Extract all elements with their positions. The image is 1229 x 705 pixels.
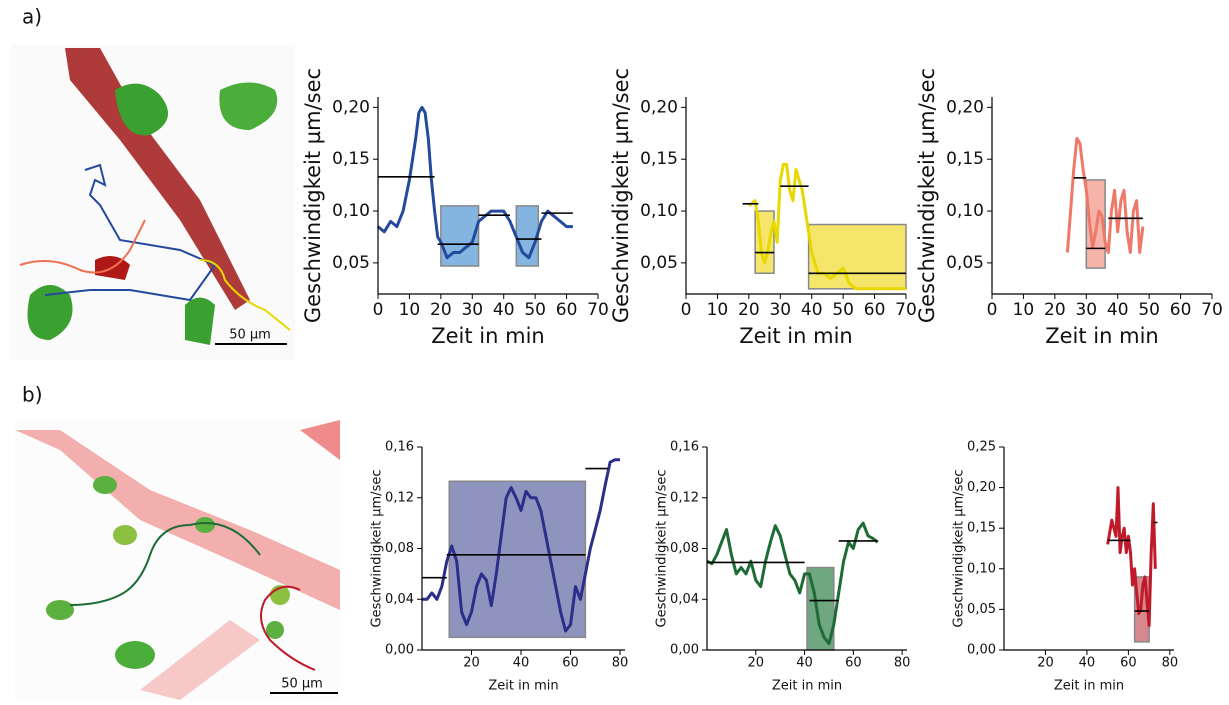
x-tick-label: 60 [556,300,578,320]
y-tick-label: 0,10 [332,201,370,221]
y-tick-label: 0,20 [332,97,370,117]
x-axis-label: Zeit in min [772,679,842,694]
x-tick-label: 60 [562,656,579,671]
y-tick-label: 0,00 [385,643,414,658]
x-tick-label: 50 [832,300,854,320]
y-tick-label: 0,05 [946,253,984,273]
x-tick-label: 30 [1075,300,1097,320]
x-tick-label: 40 [1107,300,1129,320]
x-tick-label: 0 [373,300,384,320]
x-tick-label: 70 [1201,300,1223,320]
y-tick-label: 0,10 [946,201,984,221]
scale-bar-label: 50 µm [281,677,323,692]
y-axis-label: Geschwindigkeit µm/sec [370,470,385,628]
speed-line [422,458,620,633]
panel-label: a) [22,5,42,29]
x-tick-label: 20 [463,656,480,671]
x-tick-label: 80 [612,656,629,671]
y-tick-label: 0,15 [967,521,996,536]
x-tick-label: 20 [1037,656,1054,671]
x-tick-label: 20 [430,300,452,320]
y-tick-label: 0,08 [670,541,699,556]
x-tick-label: 40 [801,300,823,320]
y-axis-label: Geschwindigkeit µm/sec [952,470,967,628]
x-tick-label: 10 [707,300,729,320]
x-tick-label: 70 [895,300,917,320]
speed-line [377,105,573,260]
x-tick-label: 20 [1044,300,1066,320]
y-tick-label: 0,20 [946,97,984,117]
y-tick-label: 0,20 [967,480,996,495]
y-tick-label: 0,04 [385,592,414,607]
x-axis-label: Zeit in min [1045,324,1158,348]
x-tick-label: 50 [1138,300,1160,320]
y-tick-label: 0,10 [967,561,996,576]
y-tick-label: 0,25 [967,440,996,455]
x-axis-label: Zeit in min [1054,679,1124,694]
y-tick-label: 0,08 [385,541,414,556]
x-tick-label: 70 [587,300,609,320]
x-tick-label: 10 [399,300,421,320]
y-tick-label: 0,12 [385,490,414,505]
x-axis-label: Zeit in min [739,324,852,348]
x-tick-label: 0 [681,300,692,320]
x-tick-label: 60 [1170,300,1192,320]
speed-line [1065,137,1145,254]
x-tick-label: 40 [1079,656,1096,671]
x-tick-label: 60 [864,300,886,320]
x-tick-label: 30 [461,300,483,320]
y-axis-label: Geschwindigkeit µm/sec [301,68,325,323]
speed-line [706,521,879,646]
micrograph-b: 50 µm [15,420,340,700]
x-tick-label: 40 [796,656,813,671]
x-tick-label: 60 [845,656,862,671]
x-tick-label: 20 [748,656,765,671]
x-axis-label: Zeit in min [488,679,558,694]
y-tick-label: 0,20 [640,97,678,117]
y-tick-label: 0,05 [640,253,678,273]
x-tick-label: 10 [1013,300,1035,320]
x-tick-label: 40 [493,300,515,320]
panel-label: b) [22,383,43,407]
y-tick-label: 0,04 [670,592,699,607]
y-axis-label: Geschwindigkeit µm/sec [609,68,633,323]
micrograph-a: 50 µm [10,45,295,360]
x-tick-label: 40 [513,656,530,671]
scale-bar-label: 50 µm [229,328,271,343]
x-axis-label: Zeit in min [431,324,544,348]
y-tick-label: 0,00 [670,643,699,658]
x-tick-label: 60 [1120,656,1137,671]
y-tick-label: 0,00 [967,643,996,658]
y-tick-label: 0,10 [640,201,678,221]
y-tick-label: 0,15 [640,149,678,169]
y-tick-label: 0,15 [946,149,984,169]
y-tick-label: 0,16 [670,440,699,455]
x-tick-label: 50 [524,300,546,320]
speed-line [1106,486,1157,628]
y-axis-label: Geschwindigkeit µm/sec [915,68,939,323]
y-tick-label: 0,05 [967,602,996,617]
interval-box [807,223,907,290]
y-tick-label: 0,05 [332,253,370,273]
y-axis-label: Geschwindigkeit µm/sec [655,470,670,628]
y-tick-label: 0,12 [670,490,699,505]
x-tick-label: 80 [894,656,911,671]
interval-box [440,205,480,267]
x-tick-label: 20 [738,300,760,320]
x-tick-label: 80 [1162,656,1179,671]
y-tick-label: 0,16 [385,440,414,455]
y-tick-label: 0,15 [332,149,370,169]
x-tick-label: 30 [769,300,791,320]
x-tick-label: 0 [987,300,998,320]
